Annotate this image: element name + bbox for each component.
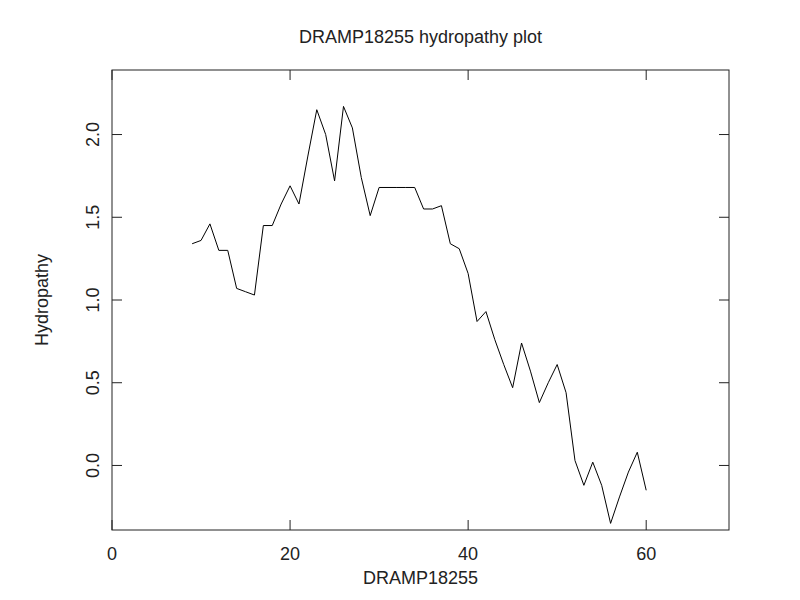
x-tick: [290, 520, 291, 530]
x-tick: [468, 520, 469, 530]
x-tick-top: [646, 70, 647, 80]
plot-frame: [112, 70, 729, 530]
x-tick-label: 40: [458, 544, 478, 564]
x-tick: [646, 520, 647, 530]
x-axis-label: DRAMP18255: [363, 568, 478, 588]
x-tick-top: [290, 70, 291, 80]
y-tick-right: [719, 300, 729, 301]
chart: DRAMP18255 hydropathy plot 0 20 40 60 0.0 0.5 1…: [0, 0, 800, 600]
y-tick-label: 2.0: [83, 122, 103, 147]
y-tick-label: 1.5: [83, 205, 103, 230]
y-tick-right: [719, 217, 729, 218]
x-tick-top: [468, 70, 469, 80]
y-tick: [112, 300, 122, 301]
plot-area: [192, 106, 646, 523]
x-tick: [112, 520, 113, 530]
title: DRAMP18255 hydropathy plot: [299, 27, 542, 47]
y-tick-label: 1.0: [83, 287, 103, 312]
y-tick-right: [719, 465, 729, 466]
y-tick: [112, 217, 122, 218]
y-tick: [112, 465, 122, 466]
x-tick-top: [112, 70, 113, 80]
y-tick: [112, 382, 122, 383]
hydropathy-line: [192, 106, 646, 523]
x-tick-label: 20: [280, 544, 300, 564]
x-tick-label: 0: [107, 544, 117, 564]
y-tick-label: 0.5: [83, 370, 103, 395]
y-axis-label: Hydropathy: [32, 254, 52, 346]
y-tick-right: [719, 134, 729, 135]
y-tick-label: 0.0: [83, 453, 103, 478]
y-tick-right: [719, 382, 729, 383]
y-tick: [112, 134, 122, 135]
x-tick-label: 60: [636, 544, 656, 564]
